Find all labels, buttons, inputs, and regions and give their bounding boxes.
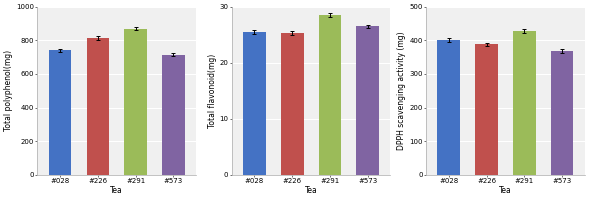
Bar (438, 40, 460, 175)
Bar (356, 26, 379, 175)
X-axis label: Tea: Tea (499, 186, 512, 195)
Bar (551, 51, 574, 175)
Bar (49, 50, 71, 175)
Bar (513, 31, 536, 175)
Bar (319, 15, 342, 175)
Y-axis label: DPPH scavenging activity (mg): DPPH scavenging activity (mg) (398, 31, 406, 150)
Bar (281, 33, 303, 175)
X-axis label: Tea: Tea (305, 186, 317, 195)
Y-axis label: Total polyphenol(mg): Total polyphenol(mg) (4, 50, 13, 131)
Bar (162, 55, 185, 175)
Bar (87, 38, 109, 175)
Bar (124, 28, 147, 175)
Y-axis label: Total flavonoid(mg): Total flavonoid(mg) (207, 54, 217, 128)
X-axis label: Tea: Tea (110, 186, 123, 195)
Bar (243, 32, 266, 175)
Bar (475, 44, 498, 175)
